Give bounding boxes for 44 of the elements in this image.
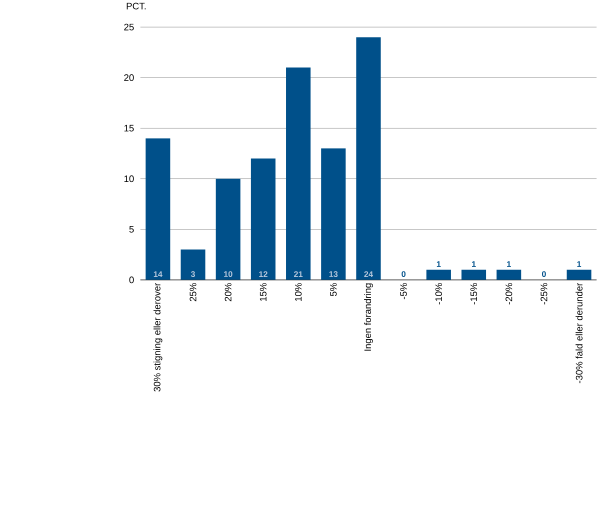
data-label: 12 [259, 271, 268, 277]
x-tick-label: 5% [330, 282, 337, 296]
bar [146, 138, 170, 280]
x-tick-label: 25% [190, 282, 196, 301]
x-tick-label: -30% fald eller derunder [576, 282, 583, 383]
y-axis-title: PCT. [126, 2, 146, 10]
data-label: 1 [436, 261, 441, 267]
bar [356, 36, 381, 280]
x-tick-label: -15% [470, 282, 478, 304]
x-tick-label: -5% [400, 282, 407, 299]
bar [216, 178, 240, 280]
data-label: 0 [542, 270, 546, 277]
x-tick-label: Ingen forandring [364, 283, 373, 350]
data-label: 10 [224, 270, 232, 277]
x-tick-label: 30% stigning eller derover [154, 282, 162, 392]
y-tick-label: 15 [124, 124, 134, 132]
data-label: 13 [329, 270, 338, 277]
y-tick-label: 20 [124, 74, 134, 81]
bar [496, 270, 522, 280]
x-tick-label: -25% [540, 282, 548, 304]
data-label: 0 [402, 270, 406, 277]
y-tick-label: 10 [124, 175, 134, 182]
data-label: 24 [364, 271, 373, 277]
x-tick-label: 15% [260, 282, 267, 301]
data-label: 1 [577, 261, 582, 267]
bar [461, 270, 486, 280]
data-label: 21 [294, 271, 303, 277]
data-label: 3 [190, 270, 196, 277]
x-tick-label: -20% [506, 282, 512, 304]
bar [250, 158, 276, 280]
y-tick-label: 5 [129, 226, 134, 232]
data-label: 14 [154, 271, 162, 277]
data-label: 1 [507, 261, 511, 267]
bar [321, 148, 346, 280]
x-tick-label: 20% [224, 282, 232, 301]
bar [426, 270, 451, 280]
data-label: 1 [472, 261, 476, 267]
bar [180, 249, 206, 280]
x-tick-label: 10% [294, 282, 302, 301]
x-tick-label: -10% [435, 282, 442, 304]
bar [286, 67, 311, 280]
bar [566, 270, 592, 280]
y-tick-label: 25 [124, 24, 134, 30]
y-tick-label: 0 [129, 276, 134, 283]
